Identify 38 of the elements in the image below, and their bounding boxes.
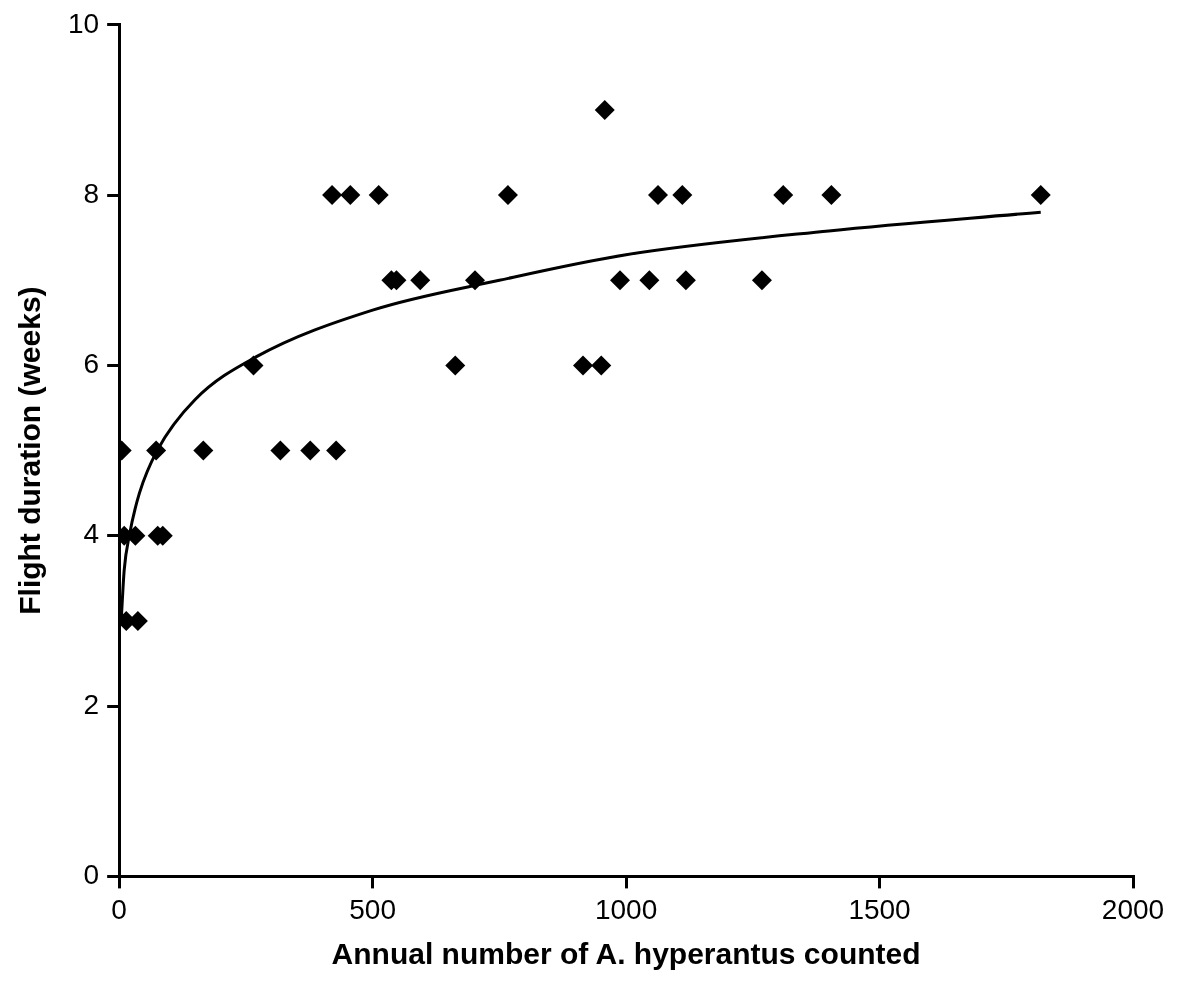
point [243,355,264,376]
point [340,185,361,206]
point [594,99,615,120]
y-tick-label: 4 [83,518,100,550]
point [675,270,696,291]
y-tick-label: 6 [83,348,100,380]
point [751,270,772,291]
point [300,440,321,461]
point [572,355,593,376]
point [821,185,842,206]
point [497,185,518,206]
point [322,185,343,206]
point [648,185,669,206]
point [639,270,660,291]
point [270,440,291,461]
point [410,270,431,291]
y-axis-title: Flight duration (weeks) [13,286,47,615]
point [773,185,794,206]
x-tick-label: 0 [111,893,127,925]
y-tick-label: 2 [83,688,100,720]
x-tick-label: 2000 [1101,893,1165,925]
point [609,270,630,291]
x-tick-label: 1500 [848,893,911,925]
x-axis-title: Annual number of A. hyperantus counted [331,937,921,971]
point [672,185,693,206]
point [445,355,466,376]
point [193,440,214,461]
x-tick-label: 1000 [594,893,658,925]
point [326,440,347,461]
point [146,440,167,461]
point [465,270,486,291]
point [368,185,389,206]
point [1030,185,1051,206]
y-tick-label: 0 [83,859,100,891]
x-tick-label: 500 [349,893,396,925]
point [591,355,612,376]
y-tick-label: 10 [67,7,100,39]
y-tick-label: 8 [83,177,100,209]
